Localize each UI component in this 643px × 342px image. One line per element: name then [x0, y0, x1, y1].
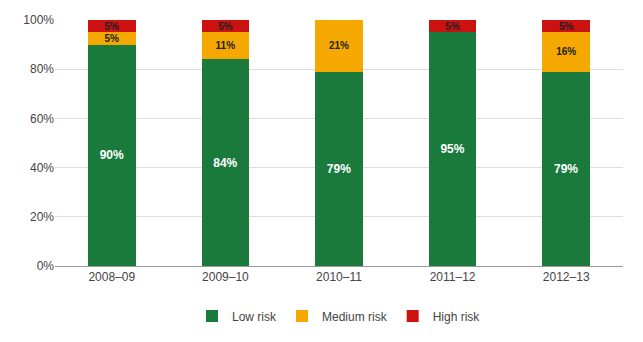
svg-text:79%: 79% [327, 162, 351, 176]
svg-text:5%: 5% [559, 21, 574, 32]
svg-text:60%: 60% [30, 112, 54, 126]
svg-text:40%: 40% [30, 161, 54, 175]
svg-text:11%: 11% [216, 40, 236, 51]
svg-text:5%: 5% [218, 21, 233, 32]
svg-text:5%: 5% [105, 33, 120, 44]
svg-text:2010–11: 2010–11 [316, 270, 362, 284]
svg-text:5%: 5% [445, 21, 460, 32]
svg-text:80%: 80% [30, 62, 54, 76]
svg-text:High risk: High risk [433, 310, 481, 324]
svg-text:2008–09: 2008–09 [88, 270, 135, 284]
svg-text:95%: 95% [440, 142, 464, 156]
svg-text:100%: 100% [23, 13, 54, 27]
svg-text:2012–13: 2012–13 [543, 270, 590, 284]
svg-text:90%: 90% [100, 148, 124, 162]
svg-text:2011–12: 2011–12 [430, 270, 476, 284]
svg-text:Medium risk: Medium risk [322, 310, 388, 324]
svg-text:5%: 5% [105, 21, 120, 32]
svg-text:0%: 0% [37, 259, 55, 273]
svg-text:2009–10: 2009–10 [202, 270, 249, 284]
svg-text:Low risk: Low risk [232, 310, 277, 324]
svg-text:84%: 84% [213, 156, 237, 170]
svg-text:79%: 79% [554, 162, 578, 176]
svg-text:16%: 16% [556, 46, 576, 57]
svg-text:21%: 21% [329, 40, 349, 51]
svg-text:20%: 20% [30, 210, 54, 224]
